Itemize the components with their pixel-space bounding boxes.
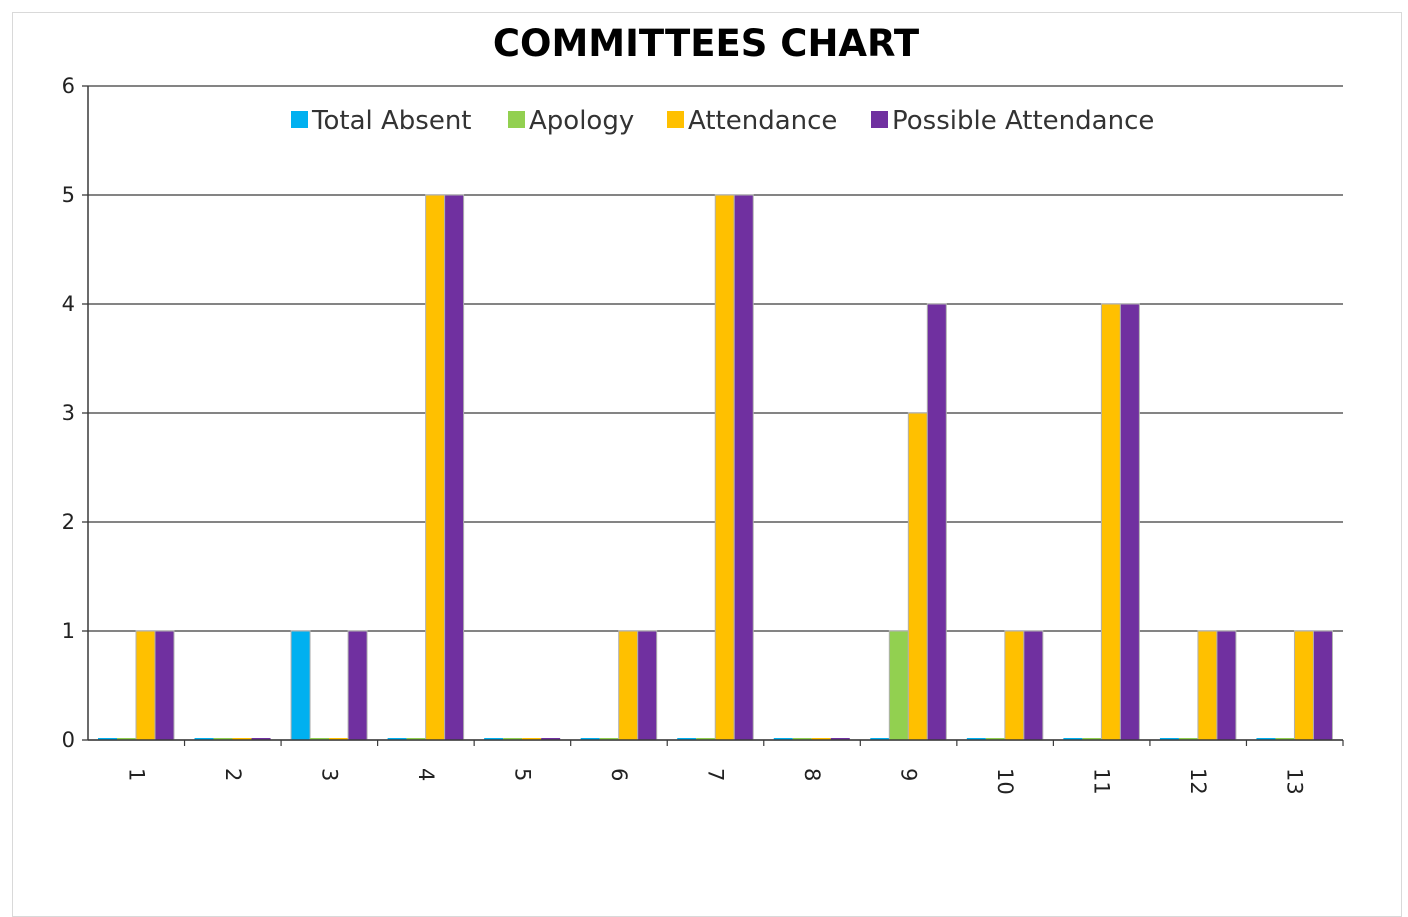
x-tick-label-12: 12 — [1186, 768, 1210, 795]
x-tick-label-6: 6 — [607, 768, 631, 781]
bar-total-absent-13 — [1256, 738, 1276, 740]
legend-swatch-attendance — [667, 111, 684, 128]
y-tick-label-1: 1 — [62, 619, 75, 643]
y-tick-label-0: 0 — [62, 728, 75, 752]
bar-total-absent-5 — [484, 738, 504, 740]
legend-swatch-apology — [508, 111, 525, 128]
bar-total-absent-8 — [773, 738, 793, 740]
bar-apology-4 — [406, 738, 426, 740]
bar-attendance-8 — [811, 738, 831, 740]
y-tick-label-3: 3 — [62, 401, 75, 425]
bar-apology-11 — [1082, 738, 1102, 740]
x-tick-label-7: 7 — [704, 768, 728, 781]
legend-label-possible-attendance: Possible Attendance — [892, 106, 1154, 136]
bar-possible-attendance-6 — [637, 630, 658, 741]
bar-apology-5 — [503, 738, 523, 740]
chart-title: COMMITTEES CHART — [493, 22, 920, 65]
bars — [98, 194, 1333, 741]
legend-label-apology: Apology — [529, 106, 634, 136]
x-tick-labels: 1 2 3 4 5 6 7 8 9 10 11 12 13 — [124, 768, 1306, 795]
bar-attendance-3 — [329, 738, 349, 740]
bar-apology-7 — [696, 738, 716, 740]
x-tick-label-2: 2 — [221, 768, 245, 781]
bar-apology-2 — [213, 738, 233, 740]
bar-possible-attendance-9 — [926, 303, 947, 741]
bar-total-absent-2 — [194, 738, 214, 740]
bar-apology-1 — [117, 738, 136, 740]
y-tick-labels: 0 1 2 3 4 5 6 — [62, 74, 75, 752]
bar-total-absent-4 — [387, 738, 407, 740]
bar-total-absent-6 — [580, 738, 600, 740]
bar-attendance-7 — [714, 194, 735, 741]
x-tick-label-11: 11 — [1090, 768, 1114, 795]
bar-possible-attendance-8 — [830, 738, 850, 740]
legend-label-attendance: Attendance — [688, 106, 837, 136]
x-tick-label-5: 5 — [510, 768, 534, 781]
bar-attendance-13 — [1293, 630, 1314, 741]
bar-total-absent-7 — [677, 738, 697, 740]
bar-possible-attendance-13 — [1312, 630, 1333, 741]
bar-total-absent-10 — [966, 738, 986, 740]
bar-attendance-6 — [618, 630, 639, 741]
y-tick-label-6: 6 — [62, 74, 75, 98]
bar-attendance-10 — [1004, 630, 1025, 741]
bar-attendance-5 — [522, 738, 542, 740]
bar-total-absent-3 — [290, 630, 311, 741]
bar-attendance-12 — [1197, 630, 1218, 741]
bar-apology-12 — [1178, 738, 1198, 740]
bar-possible-attendance-7 — [733, 194, 754, 741]
bar-attendance-9 — [907, 412, 928, 741]
bar-possible-attendance-4 — [444, 194, 465, 741]
bar-possible-attendance-11 — [1119, 303, 1140, 741]
x-tick-label-8: 8 — [800, 768, 824, 781]
bar-apology-8 — [792, 738, 812, 740]
legend-label-total-absent: Total Absent — [311, 106, 472, 136]
bar-apology-3 — [310, 738, 330, 740]
x-tick-label-13: 13 — [1283, 768, 1307, 795]
bar-possible-attendance-1 — [154, 630, 175, 741]
x-tick-label-4: 4 — [414, 768, 438, 781]
bar-total-absent-11 — [1063, 738, 1083, 740]
y-tick-label-2: 2 — [62, 510, 75, 534]
x-tick-label-9: 9 — [897, 768, 921, 781]
y-tick-label-4: 4 — [62, 292, 75, 316]
bar-apology-6 — [599, 738, 619, 740]
bar-attendance-1 — [135, 630, 156, 741]
bar-attendance-11 — [1100, 303, 1121, 741]
bar-possible-attendance-5 — [541, 738, 561, 740]
x-tick-label-1: 1 — [124, 768, 148, 781]
legend-swatch-total-absent — [291, 111, 308, 128]
bar-total-absent-12 — [1159, 738, 1179, 740]
bar-total-absent-1 — [98, 738, 117, 740]
bar-possible-attendance-3 — [347, 630, 368, 741]
bar-apology-10 — [985, 738, 1005, 740]
bar-total-absent-9 — [870, 738, 890, 740]
x-tick-label-10: 10 — [993, 768, 1017, 795]
y-tick-label-5: 5 — [62, 183, 75, 207]
bar-attendance-4 — [425, 194, 446, 741]
bar-possible-attendance-12 — [1216, 630, 1237, 741]
bar-possible-attendance-2 — [251, 738, 271, 740]
bar-attendance-2 — [232, 738, 252, 740]
bar-apology-13 — [1275, 738, 1295, 740]
x-tick-label-3: 3 — [317, 768, 341, 781]
bar-possible-attendance-10 — [1023, 630, 1044, 741]
axes — [82, 85, 1344, 746]
legend: Total Absent Apology Attendance Possible At… — [291, 106, 1154, 136]
chart-frame — [12, 12, 1402, 917]
legend-swatch-possible-attendance — [871, 111, 888, 128]
bar-apology-9 — [888, 630, 909, 741]
